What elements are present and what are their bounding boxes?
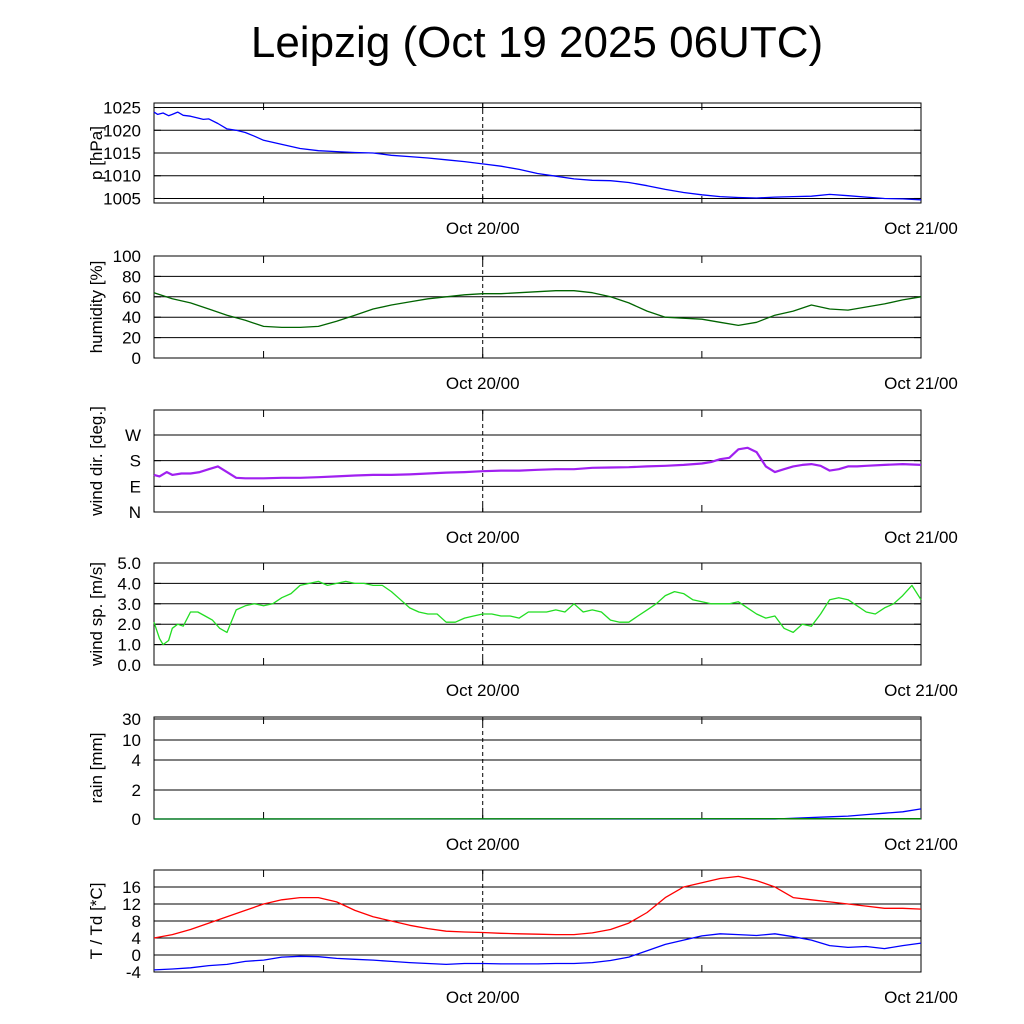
x-tick-label: Oct 20/00	[446, 835, 520, 854]
y-tick-label: -4	[126, 963, 141, 982]
plot-frame	[153, 869, 922, 973]
y-tick-label: 8	[132, 912, 141, 931]
y-tick-label: 30	[122, 710, 141, 729]
series-line-dewpoint	[153, 933, 922, 971]
series-line-humidity	[153, 290, 922, 329]
y-tick-label: 10	[122, 731, 141, 750]
y-tick-label: 0.0	[117, 656, 141, 675]
x-tick-label: Oct 21/00	[884, 988, 958, 1007]
y-tick-label: 80	[122, 267, 141, 286]
chart-title: Leipzig (Oct 19 2025 06UTC)	[250, 18, 824, 67]
y-tick-label: 1.0	[117, 636, 141, 655]
y-tick-label: 1005	[103, 189, 141, 208]
y-tick-label: 12	[122, 895, 141, 914]
x-tick-label: Oct 21/00	[884, 681, 958, 700]
x-tick-label: Oct 21/00	[884, 374, 958, 393]
y-tick-label: 0	[132, 946, 141, 965]
y-tick-label: 3.0	[117, 595, 141, 614]
y-tick-label: 4.0	[117, 574, 141, 593]
y-tick-label: 40	[122, 308, 141, 327]
series-line-wind-speed	[153, 580, 922, 646]
y-tick-label: N	[129, 503, 141, 522]
y-tick-label: 1025	[103, 99, 141, 118]
y-tick-label: S	[130, 452, 141, 471]
y-tick-label: 5.0	[117, 554, 141, 573]
series-line-pressure	[153, 111, 922, 201]
y-tick-label: 1015	[103, 144, 141, 163]
y-tick-label: 16	[122, 878, 141, 897]
x-tick-label: Oct 21/00	[884, 835, 958, 854]
y-tick-label: 0	[132, 349, 141, 368]
y-tick-label: 4	[132, 751, 141, 770]
chart-panel-3: 0.01.0 2.03.0 4.05.0 Oct 20/00 Oct 21/00 wind…	[87, 554, 958, 700]
x-tick-label: Oct 20/00	[446, 374, 520, 393]
y-tick-label: 20	[122, 329, 141, 348]
y-tick-label: 2	[132, 781, 141, 800]
y-axis-label: T / Td [*C]	[87, 883, 106, 960]
x-tick-label: Oct 21/00	[884, 219, 958, 238]
y-tick-label: 4	[132, 929, 141, 948]
x-tick-label: Oct 20/00	[446, 219, 520, 238]
series-line-rain-accumulated	[154, 808, 922, 820]
y-axis-label: wind sp. [m/s]	[87, 562, 106, 667]
y-axis-label: p [hPa]	[87, 126, 106, 180]
y-tick-label: 1020	[103, 121, 141, 140]
y-tick-label: 2.0	[117, 615, 141, 634]
x-tick-label: Oct 20/00	[446, 988, 520, 1007]
plot-frame	[153, 562, 922, 666]
series-line-temperature	[153, 875, 922, 939]
x-tick-label: Oct 20/00	[446, 681, 520, 700]
y-tick-label: 60	[122, 288, 141, 307]
x-tick-label: Oct 20/00	[446, 528, 520, 547]
plot-frame	[153, 255, 922, 359]
y-tick-label: 1010	[103, 167, 141, 186]
plot-frame	[153, 716, 922, 820]
y-tick-label: E	[130, 477, 141, 496]
y-axis-label: humidity [%]	[87, 261, 106, 354]
x-tick-label: Oct 21/00	[884, 528, 958, 547]
chart-panel-4: 0 2 410 30 Oct 20/00 Oct 21/00 rain [mm]	[87, 710, 958, 854]
plot-frame	[153, 409, 922, 513]
series-line-wind-direction	[153, 446, 922, 480]
plot-frame	[153, 102, 922, 204]
y-tick-label: 100	[113, 247, 141, 266]
y-axis-label: wind dir. [deg.]	[87, 406, 106, 517]
y-axis-label: rain [mm]	[87, 733, 106, 804]
y-tick-label: W	[125, 426, 141, 445]
chart-panel-0: 1005 1010 1015 1020 1025 Oct 20/00 Oct 21/00 p …	[87, 99, 958, 238]
y-tick-label: 0	[132, 810, 141, 829]
